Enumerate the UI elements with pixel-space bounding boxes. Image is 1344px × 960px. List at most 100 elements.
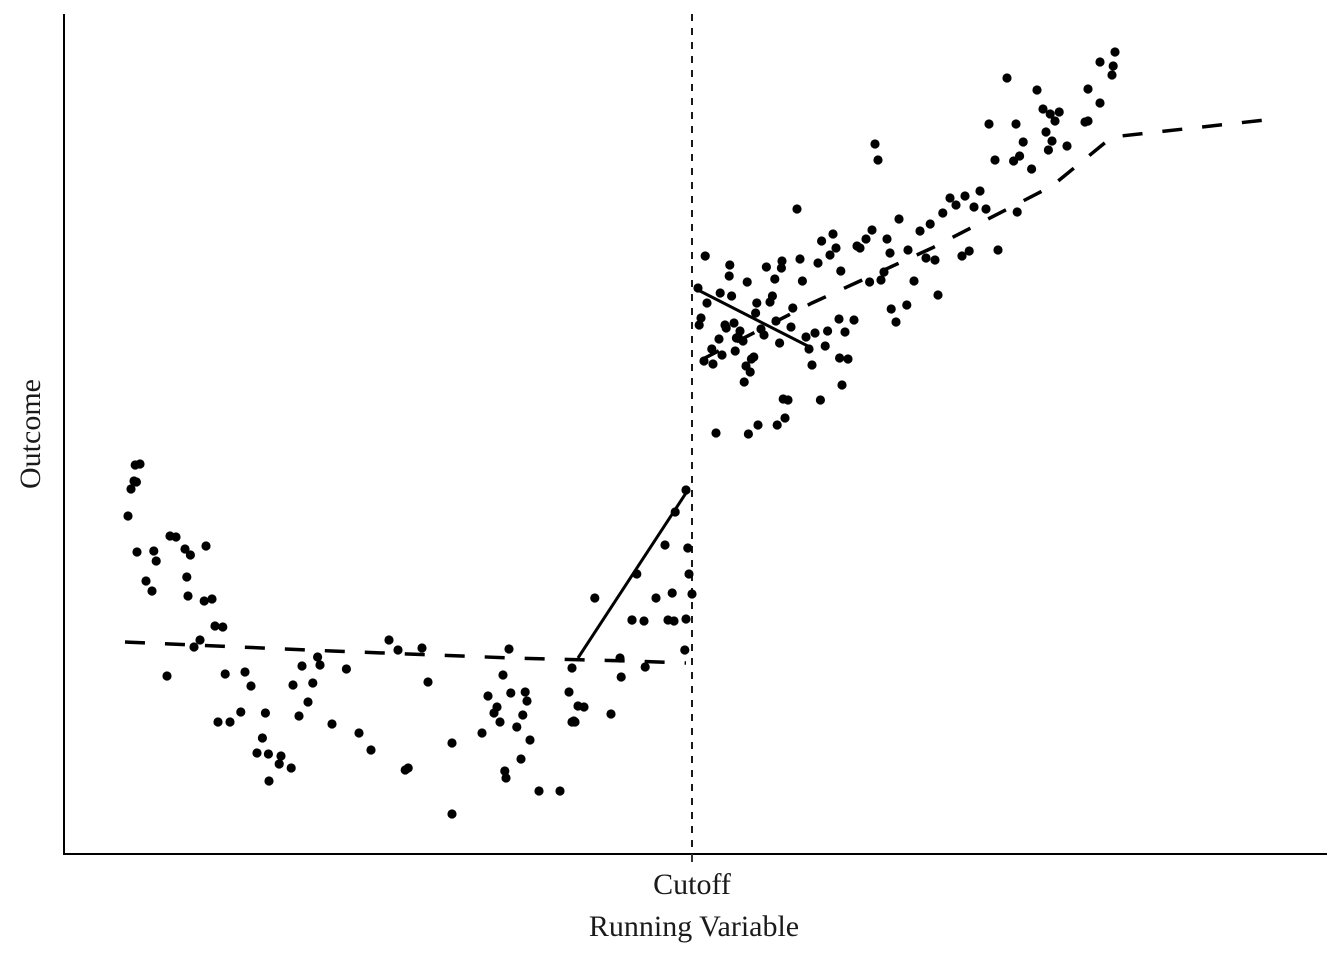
data-point (1045, 109, 1055, 119)
data-point (151, 556, 161, 566)
data-point (879, 267, 889, 277)
data-point (761, 262, 772, 272)
data-point (831, 243, 841, 253)
data-point (708, 359, 718, 369)
data-point (891, 317, 901, 327)
data-point (1083, 84, 1093, 94)
data-point (147, 586, 157, 596)
plot-area (63, 14, 1327, 862)
data-point (1047, 136, 1057, 146)
data-point (616, 672, 626, 682)
data-point (807, 360, 817, 370)
data-point (724, 271, 734, 281)
data-point (776, 263, 787, 273)
data-point (506, 688, 516, 698)
data-point (945, 193, 955, 203)
data-point (313, 652, 323, 662)
data-point (694, 320, 704, 330)
data-point (512, 722, 522, 732)
data-point (684, 569, 694, 579)
data-point (792, 204, 802, 214)
data-point (1032, 85, 1042, 95)
data-point (564, 687, 574, 697)
data-point (699, 356, 709, 366)
data-point (681, 485, 691, 495)
y-axis-label: Outcome (14, 379, 47, 489)
data-point (717, 350, 727, 360)
data-point (745, 367, 755, 377)
data-point (820, 341, 830, 351)
data-point (393, 645, 403, 655)
data-point (752, 298, 762, 308)
data-point (492, 702, 502, 712)
data-point (680, 645, 690, 655)
data-point (483, 691, 493, 701)
data-point (199, 596, 209, 606)
data-point (855, 243, 865, 253)
data-point (590, 593, 600, 603)
data-point (772, 420, 782, 430)
data-point (730, 346, 740, 356)
data-point (660, 540, 670, 550)
data-point (640, 662, 650, 672)
data-point (828, 229, 838, 239)
data-point (729, 318, 739, 328)
data-point (1107, 70, 1117, 80)
data-point (693, 283, 703, 293)
data-point (876, 275, 886, 285)
data-point (1043, 145, 1053, 155)
data-point (162, 671, 172, 681)
data-point (714, 334, 724, 344)
data-point (260, 708, 270, 718)
data-point (981, 204, 991, 214)
data-point (606, 709, 616, 719)
data-point (788, 303, 798, 313)
data-point (171, 532, 181, 542)
data-point (135, 459, 145, 469)
data-point (837, 380, 847, 390)
data-point (813, 258, 823, 268)
data-point (687, 589, 697, 599)
data-point (522, 696, 532, 706)
data-point (951, 200, 961, 210)
data-point (681, 614, 691, 624)
data-point (783, 395, 793, 405)
data-point (264, 776, 274, 786)
data-point (627, 615, 637, 625)
data-point (567, 663, 577, 673)
data-point (534, 786, 544, 796)
data-point (1041, 127, 1051, 137)
data-point (885, 248, 895, 258)
data-point (825, 250, 835, 260)
data-point (882, 234, 892, 244)
data-point (579, 702, 589, 712)
data-point (1095, 98, 1105, 108)
data-point (207, 594, 217, 604)
local-linear-fit-line (576, 492, 688, 659)
data-point (815, 395, 826, 405)
data-point (1015, 151, 1025, 161)
data-point (252, 748, 262, 758)
data-point (195, 635, 205, 645)
data-point (1018, 137, 1028, 147)
data-point (725, 260, 735, 270)
data-point (516, 754, 526, 764)
data-point (632, 569, 642, 579)
data-point (777, 256, 787, 266)
data-point (132, 547, 142, 557)
data-point (759, 330, 769, 340)
data-point (286, 763, 296, 773)
data-point (1083, 116, 1093, 126)
data-point (984, 119, 994, 129)
data-point (126, 484, 136, 494)
data-point (520, 687, 530, 697)
data-point (894, 214, 904, 224)
data-point (240, 667, 250, 677)
data-point (702, 298, 712, 308)
data-point (960, 191, 970, 201)
data-point (975, 186, 985, 196)
data-point (495, 717, 505, 727)
data-point (925, 219, 935, 229)
data-point (274, 759, 284, 769)
data-point (909, 276, 919, 286)
